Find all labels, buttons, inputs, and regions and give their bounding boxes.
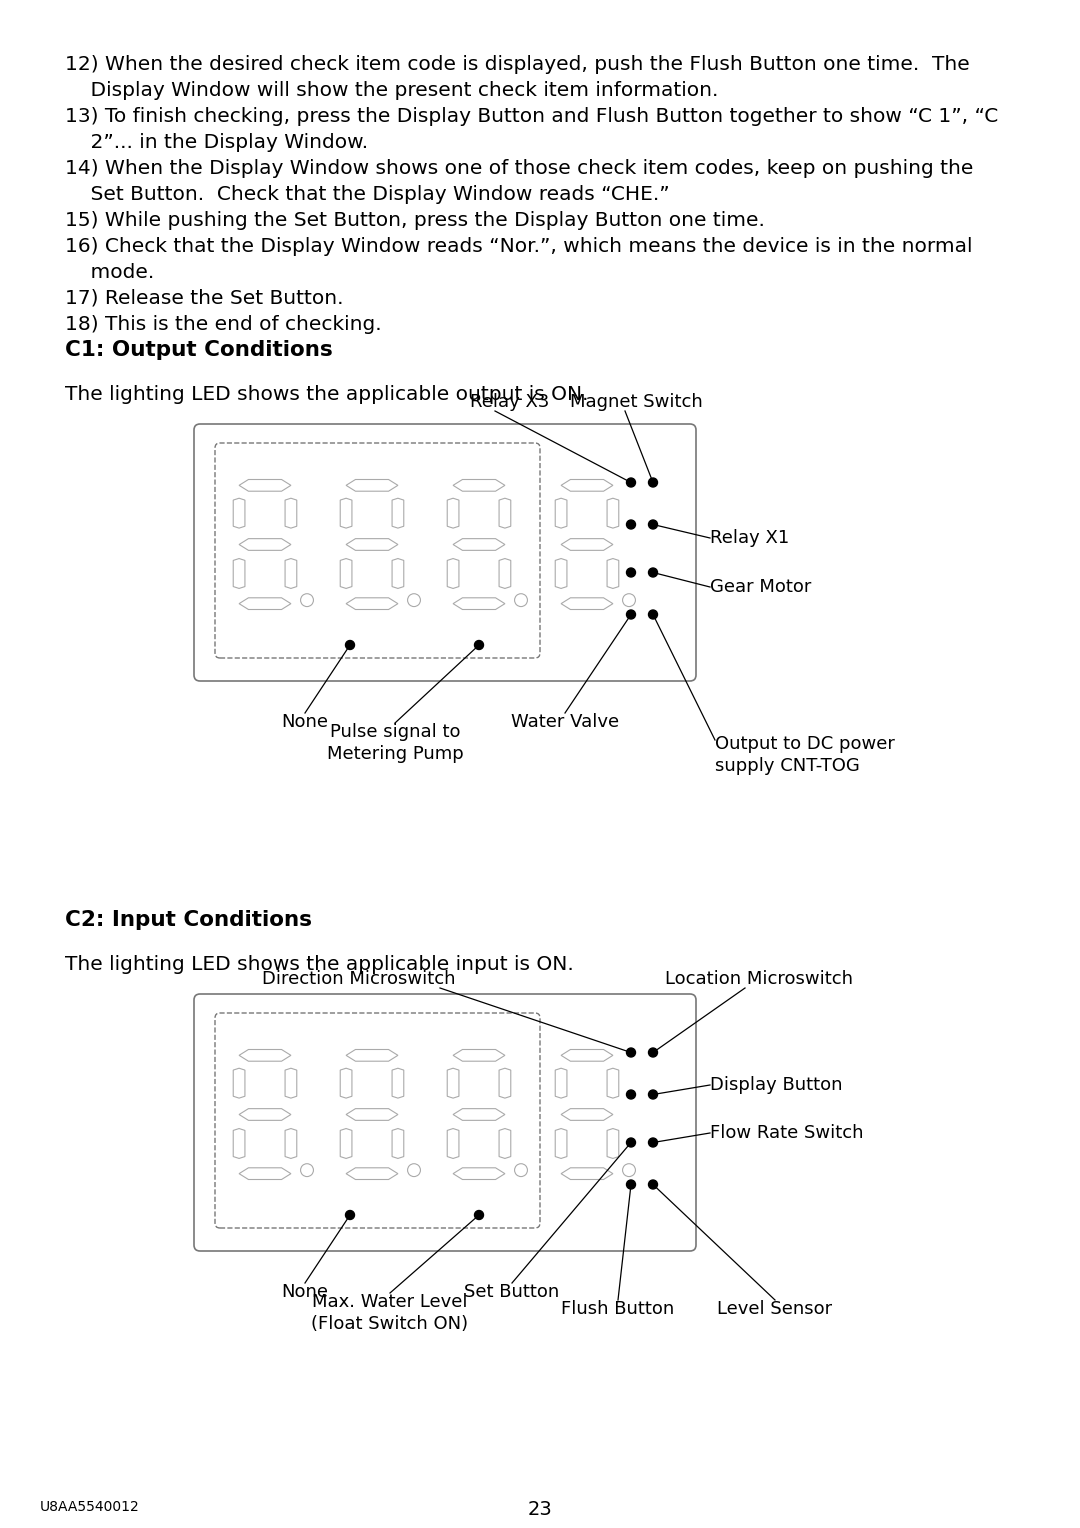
Circle shape bbox=[648, 1138, 658, 1148]
Text: 16) Check that the Display Window reads “Nor.”, which means the device is in the: 16) Check that the Display Window reads … bbox=[65, 237, 972, 257]
Text: C2: Input Conditions: C2: Input Conditions bbox=[65, 911, 312, 931]
Circle shape bbox=[626, 478, 635, 487]
Text: Water Valve: Water Valve bbox=[511, 714, 619, 730]
Text: Display Button: Display Button bbox=[710, 1076, 842, 1094]
Text: 18) This is the end of checking.: 18) This is the end of checking. bbox=[65, 315, 381, 335]
Text: Flow Rate Switch: Flow Rate Switch bbox=[710, 1125, 864, 1141]
Text: Relay X3: Relay X3 bbox=[470, 393, 550, 411]
Circle shape bbox=[626, 568, 635, 578]
Circle shape bbox=[626, 610, 635, 619]
Circle shape bbox=[648, 568, 658, 578]
Text: Output to DC power
supply CNT-TOG: Output to DC power supply CNT-TOG bbox=[715, 735, 895, 775]
Text: 15) While pushing the Set Button, press the Display Button one time.: 15) While pushing the Set Button, press … bbox=[65, 211, 765, 231]
Circle shape bbox=[346, 640, 354, 649]
Text: 23: 23 bbox=[528, 1500, 552, 1519]
Circle shape bbox=[626, 1089, 635, 1099]
Text: Set Button.  Check that the Display Window reads “CHE.”: Set Button. Check that the Display Windo… bbox=[65, 185, 670, 205]
Text: The lighting LED shows the applicable output is ON.: The lighting LED shows the applicable ou… bbox=[65, 385, 589, 403]
Text: Relay X1: Relay X1 bbox=[710, 529, 789, 547]
Circle shape bbox=[648, 478, 658, 487]
Circle shape bbox=[626, 1180, 635, 1189]
Circle shape bbox=[626, 1048, 635, 1057]
Circle shape bbox=[648, 1048, 658, 1057]
Text: Pulse signal to
Metering Pump: Pulse signal to Metering Pump bbox=[326, 723, 463, 762]
Text: None: None bbox=[282, 714, 328, 730]
Circle shape bbox=[648, 1089, 658, 1099]
Text: Set Button: Set Button bbox=[464, 1284, 559, 1300]
Circle shape bbox=[346, 1210, 354, 1219]
Text: 12) When the desired check item code is displayed, push the Flush Button one tim: 12) When the desired check item code is … bbox=[65, 55, 970, 73]
Text: The lighting LED shows the applicable input is ON.: The lighting LED shows the applicable in… bbox=[65, 955, 573, 973]
Text: Direction Microswitch: Direction Microswitch bbox=[261, 970, 455, 989]
Text: 14) When the Display Window shows one of those check item codes, keep on pushing: 14) When the Display Window shows one of… bbox=[65, 159, 973, 177]
Circle shape bbox=[626, 520, 635, 529]
FancyBboxPatch shape bbox=[194, 995, 696, 1251]
Text: Display Window will show the present check item information.: Display Window will show the present che… bbox=[65, 81, 718, 99]
Circle shape bbox=[474, 1210, 484, 1219]
Circle shape bbox=[648, 610, 658, 619]
Text: Max. Water Level
(Float Switch ON): Max. Water Level (Float Switch ON) bbox=[311, 1293, 469, 1334]
Circle shape bbox=[474, 640, 484, 649]
FancyBboxPatch shape bbox=[215, 443, 540, 659]
Text: C1: Output Conditions: C1: Output Conditions bbox=[65, 341, 333, 361]
Text: Flush Button: Flush Button bbox=[562, 1300, 675, 1319]
Text: Magnet Switch: Magnet Switch bbox=[570, 393, 703, 411]
Text: Location Microswitch: Location Microswitch bbox=[665, 970, 853, 989]
Text: 2”... in the Display Window.: 2”... in the Display Window. bbox=[65, 133, 368, 151]
Circle shape bbox=[626, 1138, 635, 1148]
Text: mode.: mode. bbox=[65, 263, 154, 283]
FancyBboxPatch shape bbox=[215, 1013, 540, 1229]
Text: U8AA5540012: U8AA5540012 bbox=[40, 1500, 139, 1514]
Text: 17) Release the Set Button.: 17) Release the Set Button. bbox=[65, 289, 343, 309]
Circle shape bbox=[648, 520, 658, 529]
Text: Level Sensor: Level Sensor bbox=[717, 1300, 833, 1319]
FancyBboxPatch shape bbox=[194, 423, 696, 681]
Circle shape bbox=[648, 1180, 658, 1189]
Text: Gear Motor: Gear Motor bbox=[710, 578, 811, 596]
Text: 13) To finish checking, press the Display Button and Flush Button together to sh: 13) To finish checking, press the Displa… bbox=[65, 107, 998, 125]
Text: None: None bbox=[282, 1284, 328, 1300]
